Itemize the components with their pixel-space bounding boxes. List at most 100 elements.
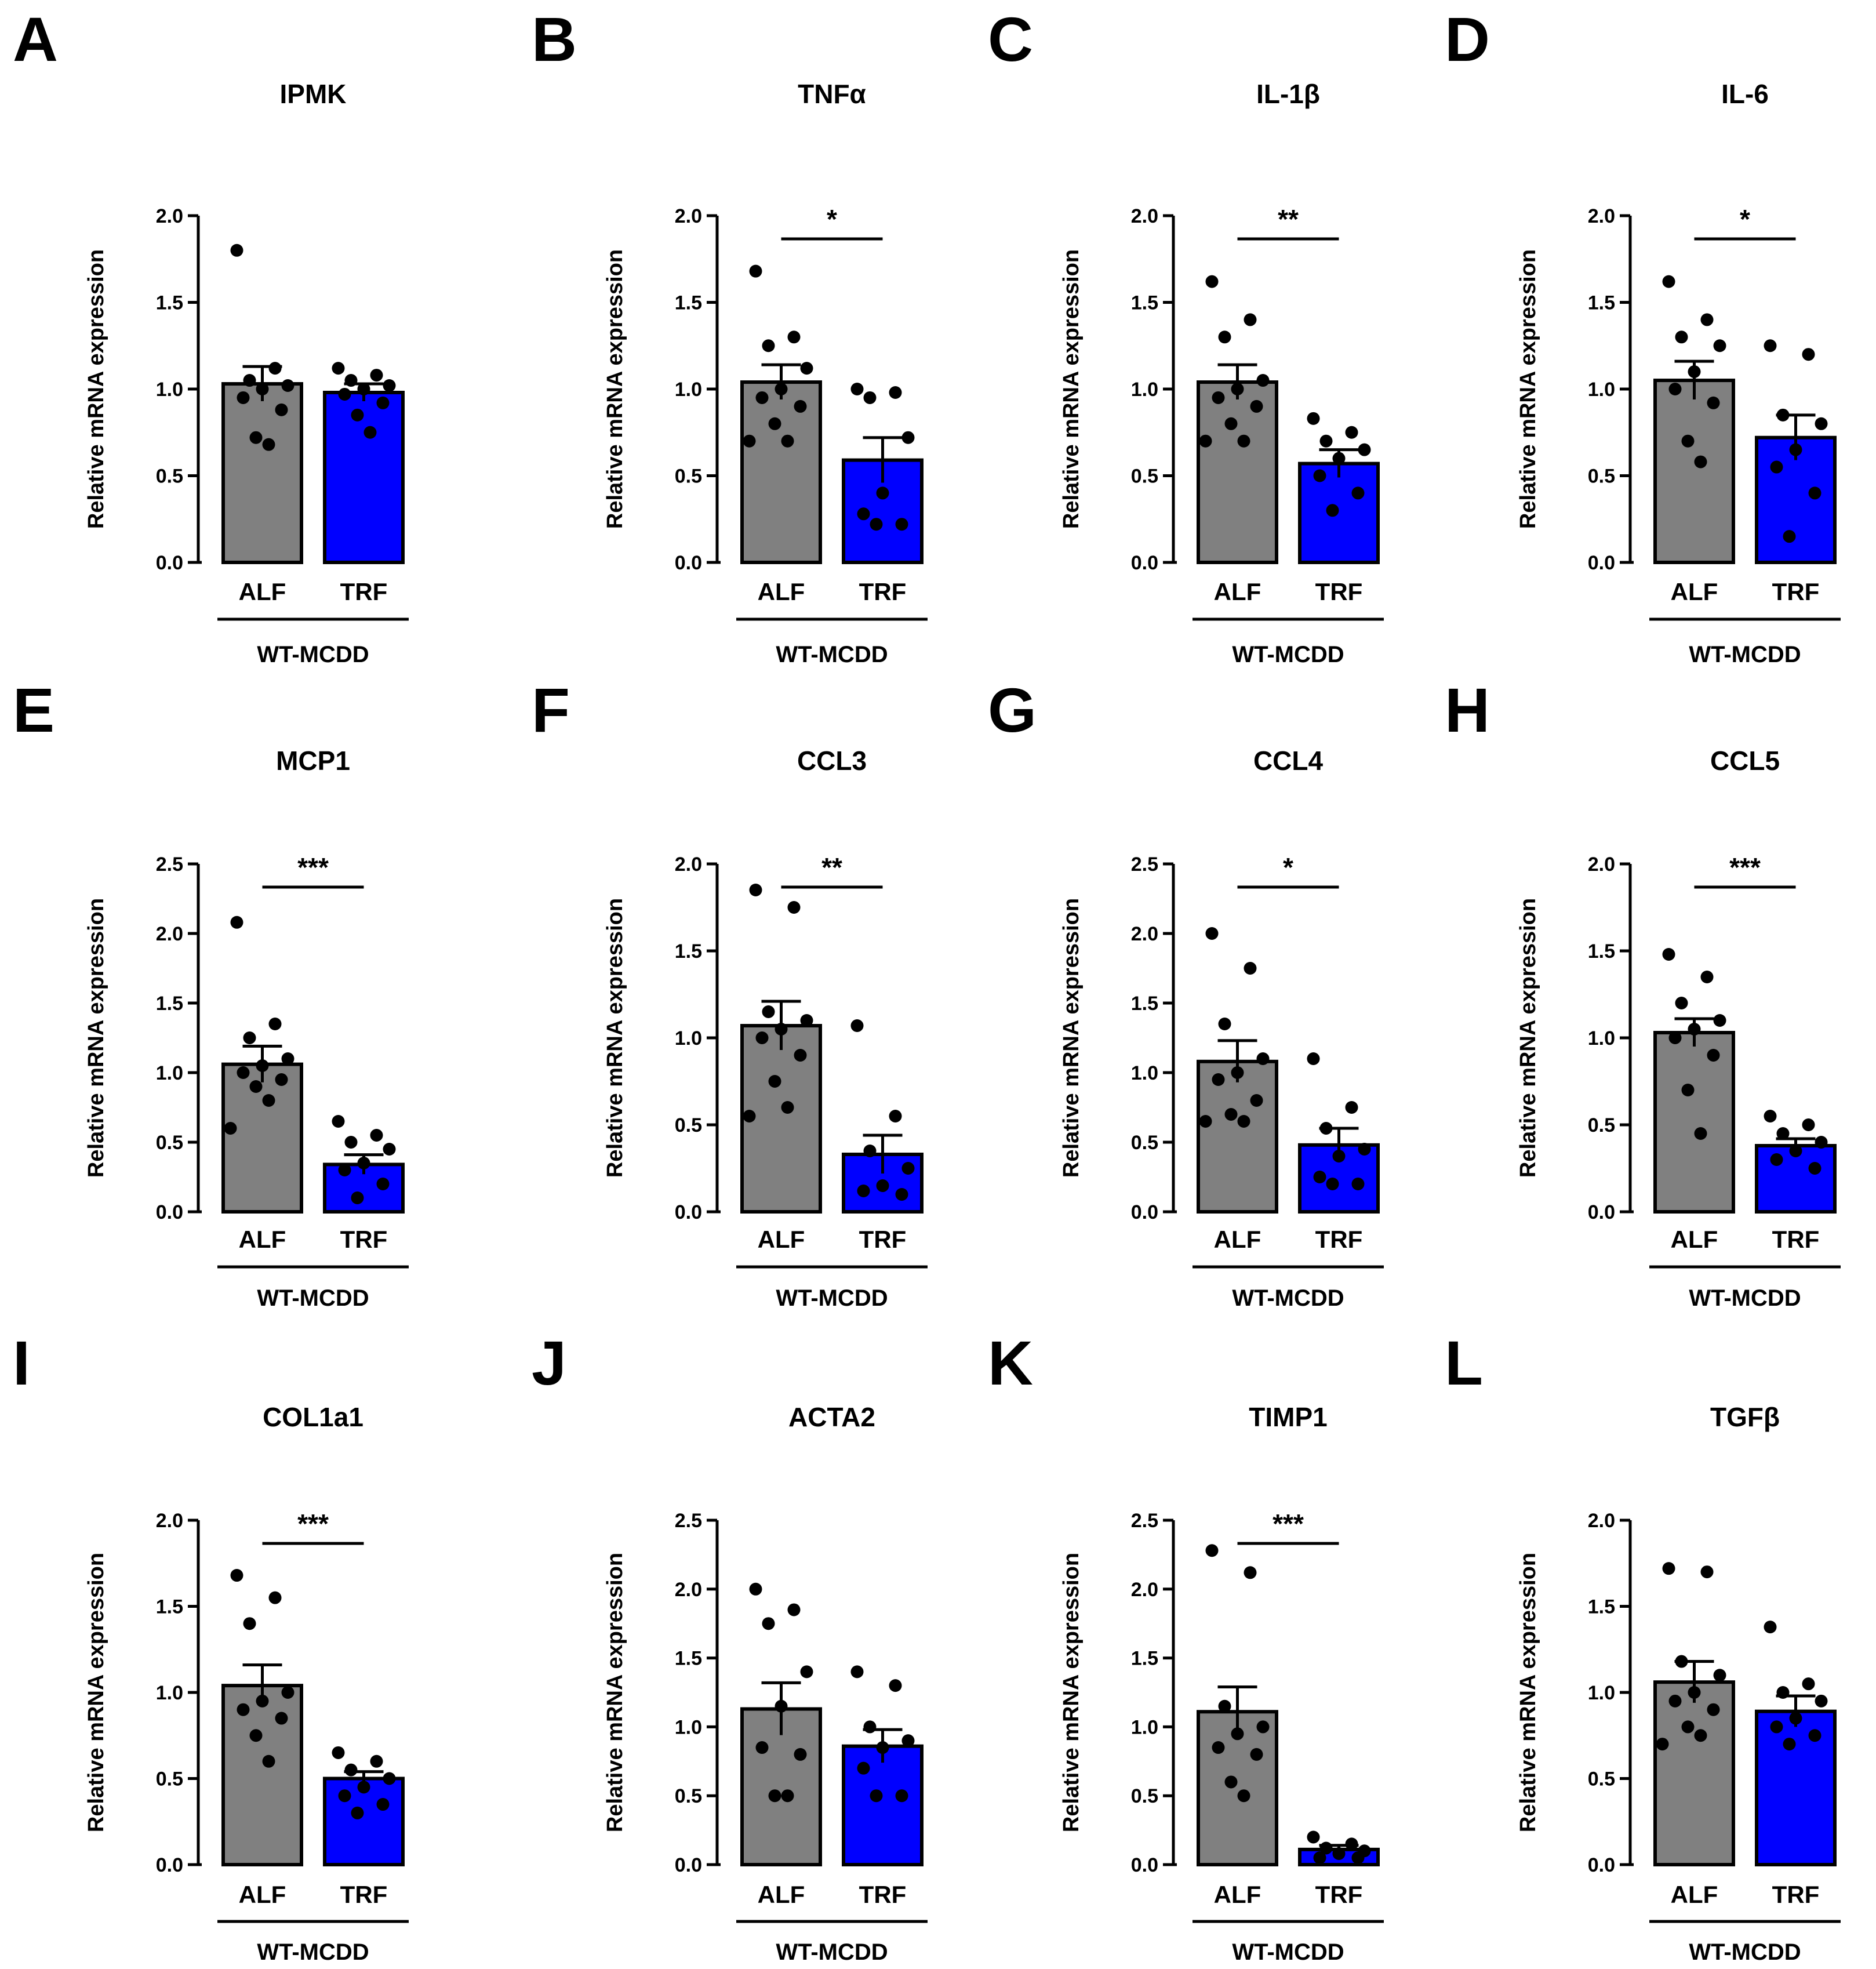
data-point	[781, 434, 794, 448]
data-point	[256, 383, 269, 395]
y-tick-label: 1.5	[1588, 940, 1615, 962]
data-point	[1707, 396, 1720, 409]
data-point	[243, 1617, 256, 1630]
y-tick-label: 0.0	[1588, 1854, 1615, 1876]
y-axis-label: Relative mRNA expression	[1516, 249, 1540, 529]
data-point	[1332, 452, 1346, 465]
data-point	[262, 1094, 275, 1107]
data-point	[262, 438, 275, 451]
category-label: ALF	[758, 578, 805, 605]
bar-alf	[1653, 1680, 1735, 1866]
data-point	[237, 1703, 250, 1716]
category-label: ALF	[1671, 578, 1718, 605]
data-point	[275, 1073, 288, 1086]
data-point	[344, 374, 358, 387]
group-label: WT-MCDD	[257, 642, 369, 667]
data-point	[1713, 1669, 1726, 1682]
data-point	[268, 1591, 282, 1604]
y-tick-label: 2.0	[1131, 205, 1158, 227]
y-tick-label: 0.0	[675, 1201, 702, 1223]
y-tick-label: 2.0	[1588, 1510, 1615, 1532]
y-axis-label: Relative mRNA expression	[1059, 249, 1084, 529]
data-point	[1815, 417, 1828, 430]
data-point	[1313, 1851, 1326, 1865]
data-point	[249, 431, 263, 444]
data-point	[1681, 1084, 1695, 1096]
y-tick-label: 1.0	[1588, 1027, 1615, 1049]
data-point	[1808, 1162, 1822, 1175]
panel-title: TIMP1	[1249, 1402, 1327, 1432]
bar-trf	[1755, 1709, 1837, 1866]
panel-j: J ACTA2 Relative mRNA expression 0.0 0.5 1.0 1…	[532, 1328, 928, 1965]
data-point	[1802, 1677, 1815, 1691]
data-point	[351, 1191, 364, 1204]
y-tick-label: 1.0	[675, 1716, 702, 1738]
data-point	[1713, 339, 1726, 353]
panel-g: G CCL4 Relative mRNA expression 0.0 0.5 1.0 1.…	[988, 675, 1384, 1311]
y-tick-label: 2.0	[1588, 853, 1615, 875]
category-label: TRF	[859, 578, 907, 605]
data-point	[1662, 948, 1675, 961]
data-point	[1358, 443, 1371, 456]
data-point	[755, 1741, 769, 1754]
data-point	[1675, 330, 1688, 344]
y-tick-label: 0.0	[1131, 1854, 1158, 1876]
panel-letter: D	[1445, 4, 1490, 74]
data-point	[1668, 1694, 1682, 1708]
y-tick-label: 0.0	[1588, 1201, 1615, 1223]
data-point	[1345, 1837, 1358, 1851]
category-label: ALF	[758, 1226, 805, 1253]
y-tick-label: 2.5	[675, 1510, 702, 1532]
data-point	[749, 884, 762, 896]
category-label: TRF	[1315, 578, 1363, 605]
y-tick-label: 1.5	[156, 292, 183, 314]
data-point	[895, 1188, 908, 1201]
data-point	[800, 1665, 813, 1679]
group-label: WT-MCDD	[257, 1285, 369, 1311]
data-point	[249, 1080, 263, 1093]
y-tick-label: 1.0	[1588, 379, 1615, 401]
data-point	[1256, 374, 1270, 387]
significance-marker: ***	[1729, 852, 1761, 882]
data-point	[1351, 1851, 1365, 1865]
category-label: TRF	[1315, 1881, 1363, 1908]
category-label: TRF	[859, 1226, 907, 1253]
data-point	[1237, 1115, 1250, 1128]
panel-letter: I	[13, 1328, 30, 1398]
data-point	[1231, 1066, 1244, 1079]
panel-a: A IPMK Relative mRNA expression 0.0 0.5 1.0 1.…	[13, 4, 409, 667]
data-point	[755, 391, 769, 404]
y-tick-label: 1.5	[1131, 993, 1158, 1015]
significance-marker: *	[1740, 204, 1750, 234]
data-point	[1205, 927, 1219, 940]
data-point	[1700, 313, 1714, 326]
data-point	[230, 916, 243, 929]
y-tick-label: 1.5	[1131, 292, 1158, 314]
data-point	[901, 431, 915, 444]
data-point	[1345, 426, 1358, 439]
y-tick-label: 1.0	[1588, 1682, 1615, 1704]
data-point	[268, 362, 282, 375]
data-point	[870, 1789, 883, 1803]
y-tick-label: 0.5	[1131, 466, 1158, 488]
y-tick-label: 1.0	[156, 1062, 183, 1084]
data-point	[895, 518, 908, 531]
y-tick-label: 2.0	[156, 1510, 183, 1532]
data-point	[895, 1789, 908, 1803]
data-point	[357, 383, 370, 395]
category-label: ALF	[239, 578, 286, 605]
bar-alf	[221, 382, 303, 565]
data-point	[1244, 962, 1257, 975]
data-point	[1205, 1544, 1219, 1557]
data-point	[1776, 1686, 1790, 1699]
data-point	[850, 1665, 864, 1679]
panel-title: CCL4	[1253, 746, 1324, 776]
data-point	[281, 1686, 295, 1699]
y-tick-label: 2.0	[675, 205, 702, 227]
data-point	[243, 374, 256, 387]
panel-title: CCL5	[1710, 746, 1780, 776]
data-point	[1307, 1830, 1320, 1844]
y-tick-label: 1.5	[1588, 292, 1615, 314]
data-point	[1313, 469, 1326, 482]
